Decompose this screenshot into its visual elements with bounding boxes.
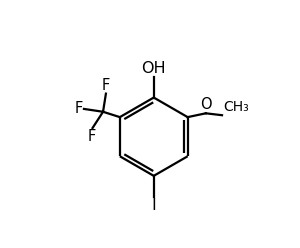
Text: CH₃: CH₃ (223, 100, 249, 114)
Text: F: F (102, 78, 110, 93)
Text: F: F (88, 129, 96, 144)
Text: F: F (75, 101, 83, 116)
Text: I: I (152, 198, 156, 213)
Text: O: O (200, 97, 212, 112)
Text: OH: OH (141, 61, 166, 76)
